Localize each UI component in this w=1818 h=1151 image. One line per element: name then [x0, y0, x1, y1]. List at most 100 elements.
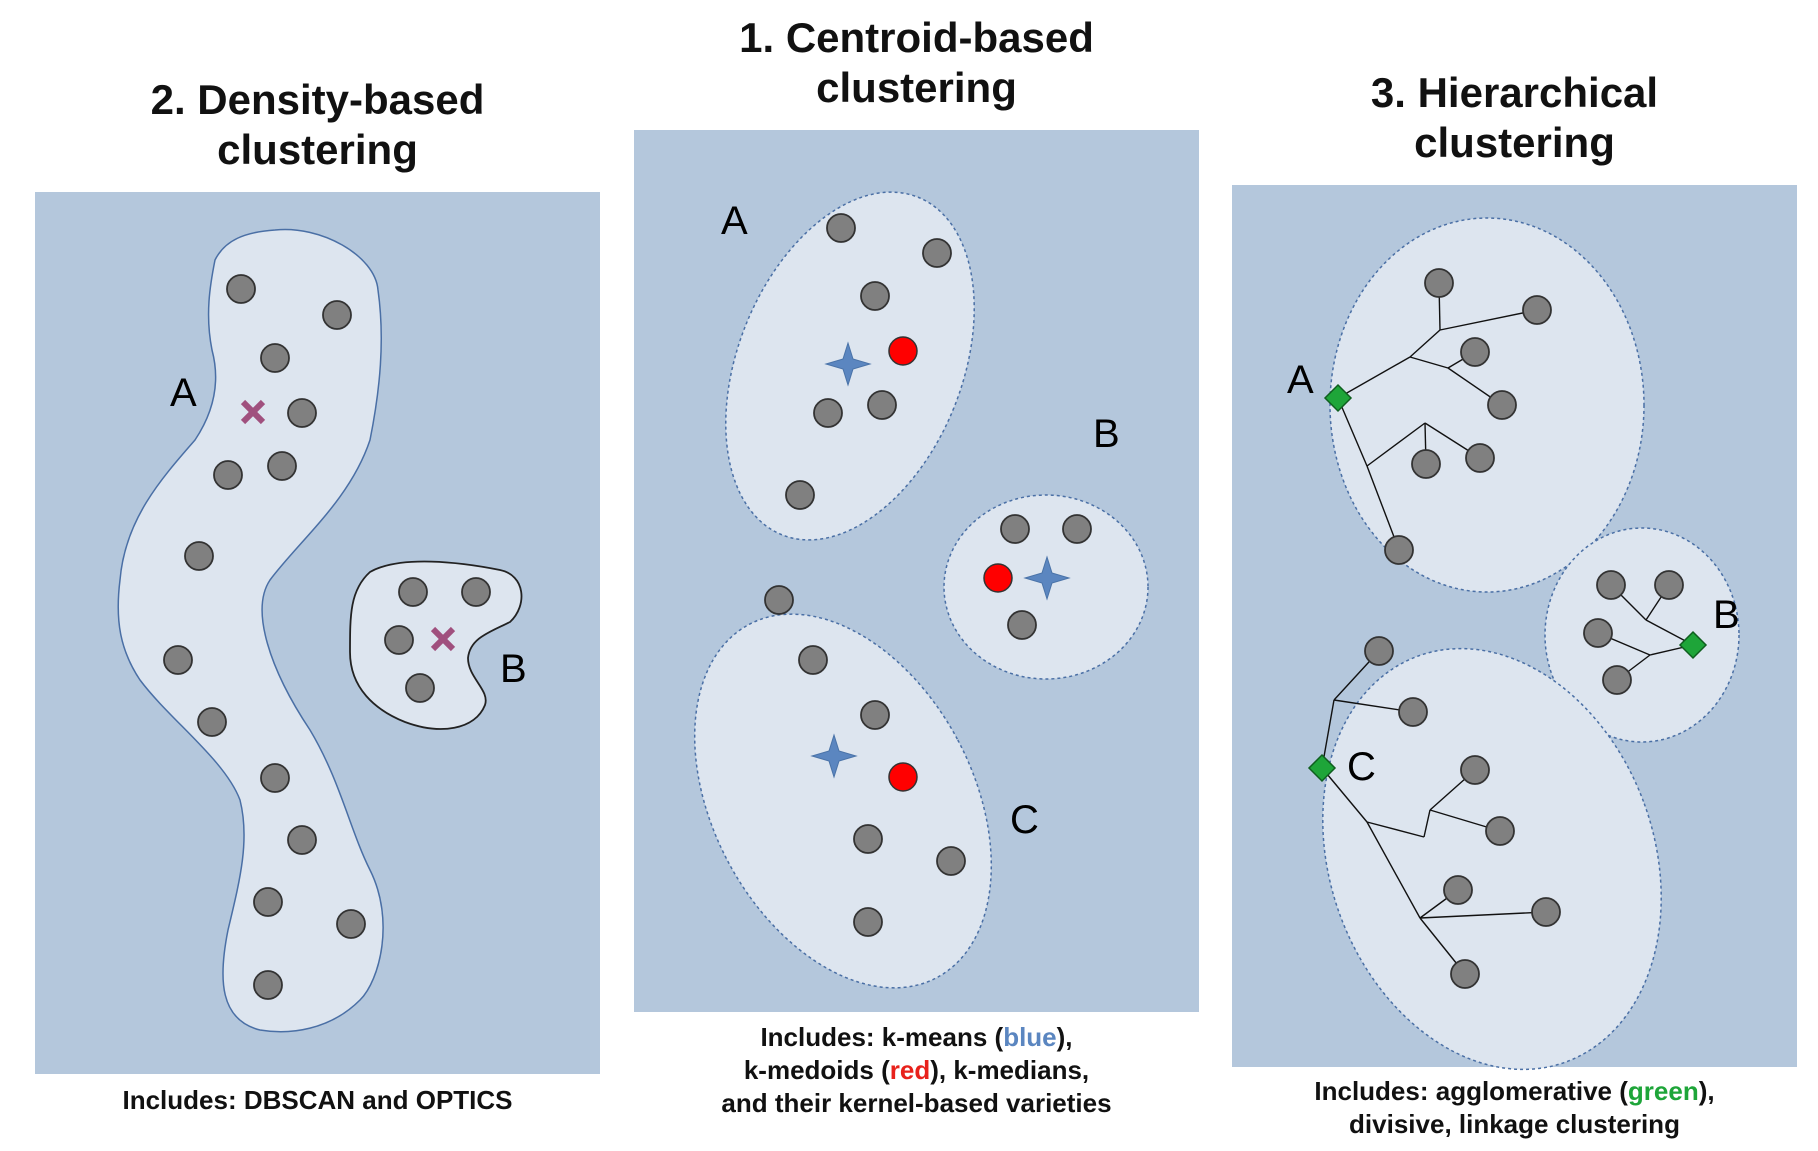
green-diamond-icon — [1678, 630, 1708, 660]
centroid-cluster-label-c: C — [1010, 798, 1039, 842]
four-point-star-icon — [824, 341, 872, 387]
four-point-star-icon — [810, 733, 858, 779]
hierarchical-panel: A B C — [1232, 185, 1797, 1071]
centroid-caption-line2: k-medoids (red), k-medians, — [634, 1054, 1199, 1087]
red-dot-icon — [888, 762, 918, 792]
hierarchical-cluster-label-b: B — [1713, 593, 1740, 637]
hierarchical-point — [1487, 390, 1517, 420]
centroid-point — [798, 645, 828, 675]
centroid-caption: Includes: k-means (blue), k-medoids (red… — [634, 1021, 1199, 1120]
hierarchical-point — [1411, 449, 1441, 479]
centroid-caption-line1: Includes: k-means (blue), — [634, 1021, 1199, 1054]
hierarchical-cluster-label-c: C — [1347, 745, 1376, 789]
hierarchical-diagram: A B C — [1287, 217, 1740, 1071]
hierarchical-point — [1596, 570, 1626, 600]
red-dot-icon — [983, 563, 1013, 593]
density-point — [267, 451, 297, 481]
hierarchical-point — [1384, 535, 1414, 565]
density-point — [287, 398, 317, 428]
density-title-line2: clustering — [217, 126, 418, 173]
green-diamond-icon — [1307, 753, 1337, 783]
caption-text: ), — [1056, 1022, 1073, 1052]
hierarchical-panel-title: 3. Hierarchical clustering — [1232, 68, 1797, 168]
hierarchical-point — [1424, 268, 1454, 298]
caption-text: k-medoids ( — [743, 1055, 890, 1085]
x-mark-icon — [240, 399, 266, 425]
hierarchical-cluster-label-a: A — [1287, 358, 1314, 402]
caption-text: Includes: k-means ( — [760, 1022, 1004, 1052]
hierarchical-cluster-b-shape — [1544, 527, 1740, 743]
density-point — [260, 343, 290, 373]
x-mark-icon — [430, 626, 456, 652]
density-point — [197, 707, 227, 737]
centroid-panel-title: 1. Centroid-based clustering — [634, 13, 1199, 113]
hierarchical-point — [1583, 618, 1613, 648]
hierarchical-point — [1654, 570, 1684, 600]
density-point — [461, 577, 491, 607]
caption-highlight-blue: blue — [1003, 1022, 1057, 1052]
density-point — [322, 300, 352, 330]
density-point — [226, 274, 256, 304]
hierarchical-point — [1602, 665, 1632, 695]
density-point — [287, 825, 317, 855]
hierarchical-point — [1364, 636, 1394, 666]
caption-highlight-red: red — [889, 1055, 931, 1085]
centroid-point — [813, 398, 843, 428]
hierarchical-point — [1531, 897, 1561, 927]
centroid-point — [922, 238, 952, 268]
caption-text: ), k-medians, — [930, 1055, 1090, 1085]
green-diamond-icon — [1323, 383, 1353, 413]
caption-text: Includes: agglomerative ( — [1314, 1076, 1628, 1106]
four-point-star-icon — [1023, 555, 1071, 601]
hierarchical-caption-line1: Includes: agglomerative (green), — [1232, 1075, 1797, 1108]
centroid-point — [1062, 514, 1092, 544]
centroid-point — [853, 824, 883, 854]
density-cluster-label-b: B — [500, 647, 527, 691]
centroid-cluster-c-shape — [693, 613, 993, 989]
density-panel: A B — [35, 192, 600, 1074]
hierarchical-point — [1398, 697, 1428, 727]
centroid-point — [853, 907, 883, 937]
centroid-panel: A B C — [634, 130, 1199, 1012]
centroid-point — [1000, 514, 1030, 544]
hierarchical-caption-line2: divisive, linkage clustering — [1349, 1109, 1680, 1139]
centroid-caption-line3: and their kernel-based varieties — [721, 1088, 1112, 1118]
centroid-title-line2: clustering — [816, 64, 1017, 111]
centroid-point — [867, 390, 897, 420]
density-title-line1: 2. Density-based — [150, 76, 485, 123]
hierarchical-point — [1443, 875, 1473, 905]
density-panel-title: 2. Density-based clustering — [35, 75, 600, 175]
density-cluster-label-a: A — [170, 371, 197, 415]
centroid-cluster-label-a: A — [721, 199, 748, 243]
hierarchical-point — [1460, 337, 1490, 367]
density-point — [336, 909, 366, 939]
density-diagram: A B — [117, 228, 527, 1033]
centroid-point — [1007, 610, 1037, 640]
density-point — [405, 673, 435, 703]
dendrogram-a — [1337, 282, 1538, 551]
hierarchical-title-line2: clustering — [1414, 119, 1615, 166]
caption-highlight-green: green — [1627, 1076, 1699, 1106]
hierarchical-title-line1: 3. Hierarchical — [1370, 69, 1659, 116]
centroid-point — [860, 281, 890, 311]
density-point — [398, 577, 428, 607]
centroid-point — [785, 480, 815, 510]
density-point — [163, 645, 193, 675]
hierarchical-caption: Includes: agglomerative (green), divisiv… — [1232, 1075, 1797, 1141]
centroid-point — [936, 846, 966, 876]
density-point — [184, 541, 214, 571]
hierarchical-cluster-c-shape — [1322, 647, 1662, 1071]
caption-text: ), — [1698, 1076, 1715, 1106]
density-point — [260, 763, 290, 793]
centroid-diagram: A B C — [693, 191, 1149, 989]
hierarchical-point — [1465, 443, 1495, 473]
centroid-cluster-label-b: B — [1093, 412, 1120, 456]
centroid-point — [764, 585, 794, 615]
hierarchical-point — [1485, 816, 1515, 846]
hierarchical-point — [1460, 755, 1490, 785]
centroid-title-line1: 1. Centroid-based — [739, 14, 1094, 61]
density-point — [253, 970, 283, 1000]
density-point — [213, 460, 243, 490]
density-point — [384, 625, 414, 655]
hierarchical-cluster-a-shape — [1329, 217, 1645, 593]
